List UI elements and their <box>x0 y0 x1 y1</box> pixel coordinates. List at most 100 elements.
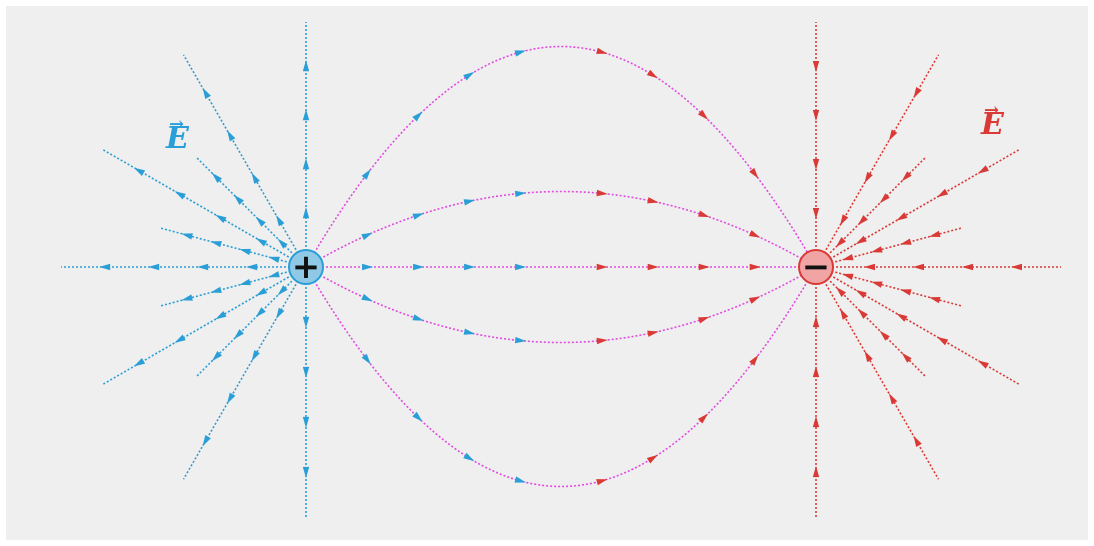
field-arrowhead <box>515 263 527 271</box>
field-arrowhead <box>246 263 258 271</box>
field-arrowhead <box>412 213 424 220</box>
field-arrowhead <box>698 316 710 324</box>
field-arrowhead <box>646 69 658 79</box>
connecting-field-line <box>305 266 817 344</box>
field-diagram: + − → E → E <box>6 6 1088 540</box>
field-arrowhead <box>233 329 244 340</box>
field-arrowhead <box>835 286 846 297</box>
field-arrowhead <box>961 263 973 271</box>
positive-field-line <box>182 266 307 480</box>
field-arrowhead <box>302 366 310 378</box>
negative-field-label: → E <box>981 100 1004 142</box>
negative-charge-sign: − <box>802 247 831 287</box>
field-arrowhead <box>835 237 846 248</box>
vector-arrow-icon: → <box>169 114 185 135</box>
field-arrowhead <box>268 256 280 263</box>
field-arrowhead <box>181 294 193 301</box>
field-lines <box>61 22 1061 517</box>
field-arrowhead <box>812 110 820 122</box>
field-arrowhead <box>596 263 608 271</box>
field-arrowhead <box>913 87 922 99</box>
field-arrowhead <box>251 350 260 362</box>
field-arrowhead <box>215 311 227 320</box>
field-arrowhead <box>857 215 868 226</box>
field-arrowhead <box>215 214 227 223</box>
field-arrowhead <box>864 350 873 363</box>
field-arrowhead <box>302 109 310 121</box>
negative-field-line <box>815 266 940 480</box>
field-arrowhead <box>514 190 527 198</box>
positive-field-label: → E <box>166 114 189 156</box>
field-arrowhead <box>977 360 989 369</box>
field-arrowhead <box>181 233 193 240</box>
field-arrowhead <box>302 60 310 72</box>
field-arrowhead <box>99 263 111 271</box>
field-arrowhead <box>901 171 912 182</box>
field-arrowhead <box>871 281 883 288</box>
positive-field-line <box>102 148 307 268</box>
field-arrowhead <box>255 307 266 318</box>
field-arrowhead <box>174 334 186 343</box>
field-arrowhead <box>812 208 820 220</box>
field-arrowhead <box>413 263 425 271</box>
field-arrowhead <box>210 241 222 248</box>
field-arrowhead <box>1010 263 1022 271</box>
field-arrowhead <box>302 158 310 170</box>
negative-field-line <box>815 266 1020 386</box>
field-arrowhead <box>361 353 371 365</box>
field-arrowhead <box>812 466 820 478</box>
field-arrowhead <box>277 238 288 249</box>
field-arrowhead <box>748 230 761 238</box>
field-arrowhead <box>255 216 266 227</box>
field-arrowhead <box>362 263 374 271</box>
field-arrowhead <box>647 263 659 271</box>
negative-field-symbol: E <box>981 107 1004 142</box>
field-arrowhead <box>210 286 222 293</box>
field-arrowhead <box>463 328 476 335</box>
field-arrowhead <box>863 263 875 271</box>
field-arrowhead <box>211 351 222 362</box>
field-arrowhead <box>842 273 854 280</box>
field-arrowhead <box>698 263 710 271</box>
field-arrowhead <box>412 411 423 422</box>
field-arrowhead <box>276 215 285 227</box>
field-arrowhead <box>211 172 222 183</box>
positive-field-line <box>102 266 307 386</box>
field-arrowhead <box>302 316 310 328</box>
positive-field-symbol: E <box>166 121 189 156</box>
field-arrowhead <box>646 454 658 464</box>
field-arrowhead <box>698 210 710 218</box>
connecting-field-line <box>305 266 817 488</box>
field-arrowhead <box>879 330 890 341</box>
field-arrowhead <box>889 129 898 141</box>
field-arrowhead <box>463 199 476 206</box>
field-arrowhead <box>937 188 949 198</box>
field-arrowhead <box>871 246 883 253</box>
field-arrowhead <box>896 313 908 322</box>
field-arrowhead <box>227 392 236 404</box>
field-arrowhead <box>748 296 761 304</box>
field-arrowhead <box>361 293 373 302</box>
field-arrowhead <box>697 413 709 424</box>
field-arrowhead <box>464 263 476 271</box>
field-arrowhead <box>463 71 475 81</box>
field-arrowhead <box>857 308 868 319</box>
field-arrowhead <box>596 337 608 345</box>
field-arrowhead <box>977 165 989 174</box>
field-arrowhead <box>202 87 211 99</box>
vector-arrow-icon: → <box>984 100 1000 121</box>
field-arrowhead <box>929 297 941 304</box>
field-arrowhead <box>268 271 280 278</box>
field-arrowhead <box>812 61 820 73</box>
field-arrowhead <box>864 171 873 184</box>
field-arrowhead <box>276 307 285 319</box>
field-arrowhead <box>227 130 236 142</box>
field-arrowhead <box>749 354 759 366</box>
connecting-field-line <box>305 190 817 268</box>
field-arrowhead <box>239 248 251 256</box>
field-arrowhead <box>647 330 659 337</box>
field-arrowhead <box>256 238 268 247</box>
field-arrowhead <box>233 194 244 205</box>
field-arrowhead <box>174 191 186 200</box>
field-arrowhead <box>889 393 898 405</box>
